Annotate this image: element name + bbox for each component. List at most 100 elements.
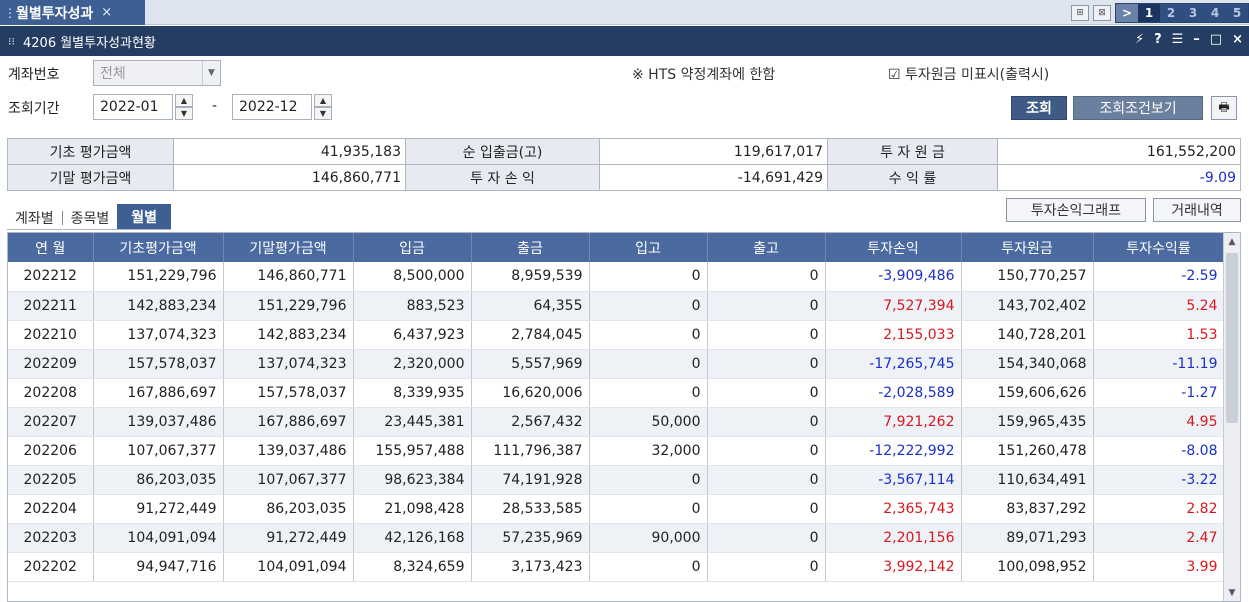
- page-1-button[interactable]: 1: [1138, 3, 1160, 22]
- checkbox-checked-icon[interactable]: ☑: [888, 67, 901, 83]
- table-row[interactable]: 202211 142,883,234 151,229,796 883,523 64,35…: [8, 291, 1225, 321]
- table-cell: 3.99: [1093, 552, 1225, 582]
- table-cell: -3,567,114: [825, 465, 962, 495]
- table-cell: 883,523: [353, 291, 472, 321]
- profit-graph-button[interactable]: 투자손익그래프: [1006, 198, 1146, 222]
- table-cell: 0: [589, 320, 708, 350]
- period-to-input[interactable]: 2022-12 ▲ ▼: [232, 94, 332, 120]
- close-all-icon[interactable]: ⊠: [1093, 4, 1111, 21]
- table-cell: 202203: [8, 523, 94, 553]
- period-from-input[interactable]: 2022-01 ▲ ▼: [93, 94, 193, 120]
- column-header[interactable]: 투자원금: [961, 233, 1094, 262]
- summary-row: 기말 평가금액 146,860,771 투 자 손 익 -14,691,429 …: [7, 164, 1241, 191]
- summary-grid: 기초 평가금액 41,935,183 순 입출금(고) 119,617,017 …: [7, 138, 1241, 191]
- period-from-stepper[interactable]: ▲ ▼: [175, 94, 193, 120]
- summary-value: -14,691,429: [599, 164, 828, 191]
- scroll-thumb[interactable]: [1226, 253, 1238, 423]
- show-conditions-button[interactable]: 조회조건보기: [1073, 96, 1203, 120]
- table-row[interactable]: 202210 137,074,323 142,883,234 6,437,923 2,7…: [8, 320, 1225, 350]
- page-3-button[interactable]: 3: [1188, 5, 1198, 20]
- spin-down-icon[interactable]: ▼: [314, 107, 332, 120]
- period-to-value[interactable]: 2022-12: [232, 94, 312, 120]
- help-icon[interactable]: ?: [1154, 32, 1162, 47]
- table-row[interactable]: 202212 151,229,796 146,860,771 8,500,000 8,9…: [8, 262, 1225, 292]
- table-row[interactable]: 202204 91,272,449 86,203,035 21,098,428 28,5…: [8, 494, 1225, 524]
- table-cell: 2,320,000: [353, 349, 472, 379]
- tab-label: 월별투자성과: [16, 5, 94, 22]
- table-cell: 3,992,142: [825, 552, 962, 582]
- table-cell: 0: [589, 349, 708, 379]
- chevron-down-icon[interactable]: ▼: [202, 61, 220, 85]
- spin-down-icon[interactable]: ▼: [175, 107, 193, 120]
- pin-icon[interactable]: ⚡: [1134, 32, 1145, 47]
- scroll-up-icon[interactable]: ▲: [1228, 236, 1236, 247]
- table-cell: 154,340,068: [961, 349, 1094, 379]
- window-titlebar: ⁝⁝ 4206 월별투자성과현황 ⚡ ? ☰ – □ ×: [0, 26, 1249, 56]
- table-cell: 167,886,697: [223, 407, 354, 437]
- table-cell: 202208: [8, 378, 94, 408]
- layout-icon[interactable]: ⊞: [1071, 4, 1089, 21]
- summary-label: 투 자 손 익: [405, 164, 600, 191]
- window-menu-icon[interactable]: ⁝⁝: [8, 34, 15, 48]
- table-cell: 0: [707, 465, 826, 495]
- close-icon[interactable]: ×: [1232, 32, 1243, 47]
- period-to-stepper[interactable]: ▲ ▼: [314, 94, 332, 120]
- table-cell: 3,173,423: [471, 552, 590, 582]
- table-cell: 28,533,585: [471, 494, 590, 524]
- table-cell: -1.27: [1093, 378, 1225, 408]
- column-header[interactable]: 기말평가금액: [223, 233, 354, 262]
- table-row[interactable]: 202202 94,947,716 104,091,094 8,324,659 3,17…: [8, 552, 1225, 582]
- table-cell: 7,921,262: [825, 407, 962, 437]
- account-select[interactable]: 전체 ▼: [93, 60, 221, 86]
- summary-label: 기말 평가금액: [7, 164, 174, 191]
- table-cell: 94,947,716: [93, 552, 224, 582]
- tab-monthly[interactable]: 월별: [117, 204, 172, 230]
- page-2-button[interactable]: 2: [1166, 5, 1176, 20]
- tab-by-item[interactable]: 종목별: [62, 206, 118, 230]
- principal-hide-checkbox[interactable]: ☑ 투자원금 미표시(출력시): [888, 64, 1049, 84]
- page-4-button[interactable]: 4: [1210, 5, 1220, 20]
- tab-close-icon[interactable]: ×: [101, 5, 113, 20]
- column-header[interactable]: 입고: [589, 233, 708, 262]
- table-row[interactable]: 202203 104,091,094 91,272,449 42,126,168 57,…: [8, 523, 1225, 553]
- table-row[interactable]: 202206 107,067,377 139,037,486 155,957,488 1…: [8, 436, 1225, 466]
- page-next-button[interactable]: >: [1116, 3, 1138, 22]
- menu-icon[interactable]: ☰: [1171, 32, 1184, 47]
- table-row[interactable]: 202209 157,578,037 137,074,323 2,320,000 5,5…: [8, 349, 1225, 379]
- maximize-icon[interactable]: □: [1209, 32, 1223, 47]
- scroll-down-icon[interactable]: ▼: [1228, 587, 1236, 598]
- column-header[interactable]: 입금: [353, 233, 472, 262]
- spin-up-icon[interactable]: ▲: [314, 94, 332, 107]
- spin-up-icon[interactable]: ▲: [175, 94, 193, 107]
- column-header[interactable]: 출고: [707, 233, 826, 262]
- table-row[interactable]: 202205 86,203,035 107,067,377 98,623,384 74,…: [8, 465, 1225, 495]
- period-from-value[interactable]: 2022-01: [93, 94, 173, 120]
- transaction-history-button[interactable]: 거래내역: [1153, 198, 1241, 222]
- table-cell: 202209: [8, 349, 94, 379]
- table-cell: 8,324,659: [353, 552, 472, 582]
- account-label: 계좌번호: [8, 67, 60, 83]
- table-row[interactable]: 202208 167,886,697 157,578,037 8,339,935 16,…: [8, 378, 1225, 408]
- table-cell: 86,203,035: [93, 465, 224, 495]
- column-header[interactable]: 투자손익: [825, 233, 962, 262]
- table-cell: 151,229,796: [223, 291, 354, 321]
- minimize-icon[interactable]: –: [1193, 32, 1200, 47]
- table-cell: 32,000: [589, 436, 708, 466]
- monthly-table: 연 월 기초평가금액 기말평가금액 입금 출금 입고 출고 투자손익 투자원금 투자수익률 202…: [8, 233, 1225, 582]
- page-5-button[interactable]: 5: [1232, 5, 1242, 20]
- print-icon[interactable]: 🖶: [1211, 96, 1237, 120]
- table-row[interactable]: 202207 139,037,486 167,886,697 23,445,381 2,…: [8, 407, 1225, 437]
- search-button[interactable]: 조회: [1011, 96, 1067, 120]
- column-header[interactable]: 출금: [471, 233, 590, 262]
- column-header[interactable]: 연 월: [8, 233, 94, 262]
- column-header[interactable]: 기초평가금액: [93, 233, 224, 262]
- table-cell: 157,578,037: [223, 378, 354, 408]
- column-header[interactable]: 투자수익률: [1093, 233, 1225, 262]
- tab-by-account[interactable]: 계좌별: [7, 206, 62, 230]
- vertical-scrollbar[interactable]: ▲ ▼: [1223, 233, 1240, 601]
- table-cell: 155,957,488: [353, 436, 472, 466]
- table-cell: 2,155,033: [825, 320, 962, 350]
- tab-monthly-performance[interactable]: ⋮ 월별투자성과 ×: [0, 0, 145, 25]
- table-cell: -2,028,589: [825, 378, 962, 408]
- table-cell: -3.22: [1093, 465, 1225, 495]
